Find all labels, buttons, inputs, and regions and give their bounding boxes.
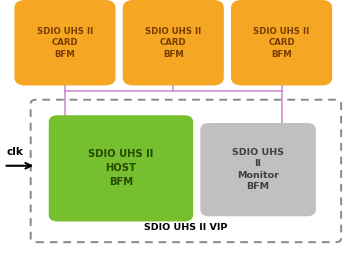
FancyBboxPatch shape: [200, 123, 316, 216]
FancyBboxPatch shape: [31, 100, 341, 242]
FancyBboxPatch shape: [49, 115, 193, 221]
Text: SDIO UHS II
CARD
BFM: SDIO UHS II CARD BFM: [145, 27, 201, 59]
Text: clk: clk: [6, 147, 23, 156]
FancyBboxPatch shape: [14, 0, 116, 85]
Text: SDIO UHS II
HOST
BFM: SDIO UHS II HOST BFM: [88, 149, 154, 187]
Text: SDIO UHS II
CARD
BFM: SDIO UHS II CARD BFM: [253, 27, 310, 59]
FancyBboxPatch shape: [123, 0, 224, 85]
Text: SDIO UHS II VIP: SDIO UHS II VIP: [144, 223, 227, 232]
FancyBboxPatch shape: [231, 0, 332, 85]
Text: SDIO UHS
II
Monitor
BFM: SDIO UHS II Monitor BFM: [232, 148, 284, 191]
Text: SDIO UHS II
CARD
BFM: SDIO UHS II CARD BFM: [37, 27, 93, 59]
